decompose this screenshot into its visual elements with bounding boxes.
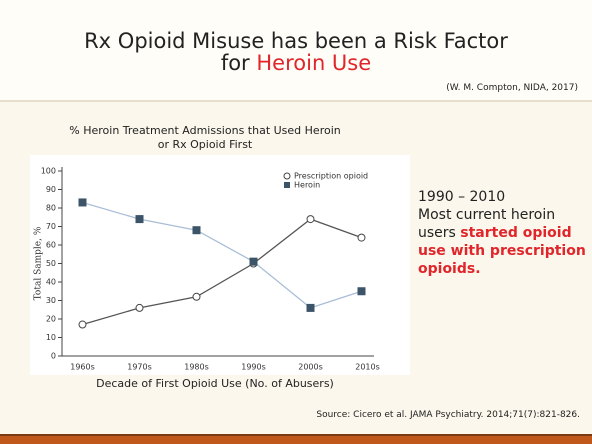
x-tick-label: 1980s: [184, 363, 209, 372]
source: Source: Cicero et al. JAMA Psychiatry. 2…: [316, 410, 580, 420]
note: 1990 – 2010 Most current heroin users st…: [418, 188, 586, 278]
x-tick-label: 1970s: [127, 363, 152, 372]
chart-background: [30, 155, 410, 375]
y-tick-label: 90: [46, 185, 56, 194]
chart-title: or Rx Opioid First: [158, 138, 253, 151]
footer-bar: [0, 434, 592, 444]
y-tick-label: 100: [41, 167, 56, 176]
title: Rx Opioid Misuse has been a Risk Factor …: [0, 30, 592, 74]
point: [78, 320, 87, 329]
point: [192, 292, 201, 301]
y-tick-label: 0: [51, 352, 56, 361]
legend-marker: [284, 182, 290, 188]
note-highlight: opioids.: [418, 261, 481, 277]
y-tick-label: 40: [46, 278, 56, 287]
note-highlight: use with prescription: [418, 243, 586, 259]
y-tick-label: 80: [46, 204, 56, 213]
point: [78, 198, 87, 207]
point: [135, 215, 144, 224]
point: [306, 303, 315, 312]
title-line: for Heroin Use: [0, 52, 592, 74]
series-line: [82, 218, 362, 326]
x-tick-label: 2000s: [298, 363, 323, 372]
legend-label: Prescription opioid: [294, 172, 368, 181]
note-line: users started opioid: [418, 224, 586, 242]
series-line: [82, 201, 362, 309]
note-line: Most current heroin: [418, 207, 556, 223]
point: [135, 303, 144, 312]
x-tick-label: 1990s: [241, 363, 266, 372]
title-line: Rx Opioid Misuse has been a Risk Factor: [84, 29, 508, 53]
citation: (W. M. Compton, NIDA, 2017): [446, 83, 578, 93]
point: [357, 233, 366, 242]
point: [357, 287, 366, 296]
legend-marker: [283, 172, 291, 180]
y-tick-label: 60: [46, 241, 56, 250]
note-text: users: [418, 225, 461, 241]
point: [249, 257, 258, 266]
x-axis-label: Decade of First Opioid Use (No. of Abuse…: [96, 377, 334, 390]
y-tick-label: 50: [46, 259, 56, 268]
x-tick-label: 2010s: [355, 363, 380, 372]
y-axis-label: Total Sample, %: [34, 226, 44, 300]
y-tick-label: 70: [46, 222, 56, 231]
point: [306, 215, 315, 224]
note-line: 1990 – 2010: [418, 189, 506, 205]
note-highlight: started opioid: [460, 225, 572, 241]
legend-label: Heroin: [294, 181, 320, 190]
title-highlight: Heroin Use: [256, 51, 372, 75]
x-tick-label: 1960s: [70, 363, 95, 372]
y-tick-label: 10: [46, 333, 56, 342]
y-tick-label: 20: [46, 315, 56, 324]
chart-title: % Heroin Treatment Admissions that Used …: [69, 124, 340, 137]
header-band: [0, 0, 592, 102]
title-text: for: [220, 51, 257, 75]
y-tick-label: 30: [46, 296, 56, 305]
point: [192, 226, 201, 235]
